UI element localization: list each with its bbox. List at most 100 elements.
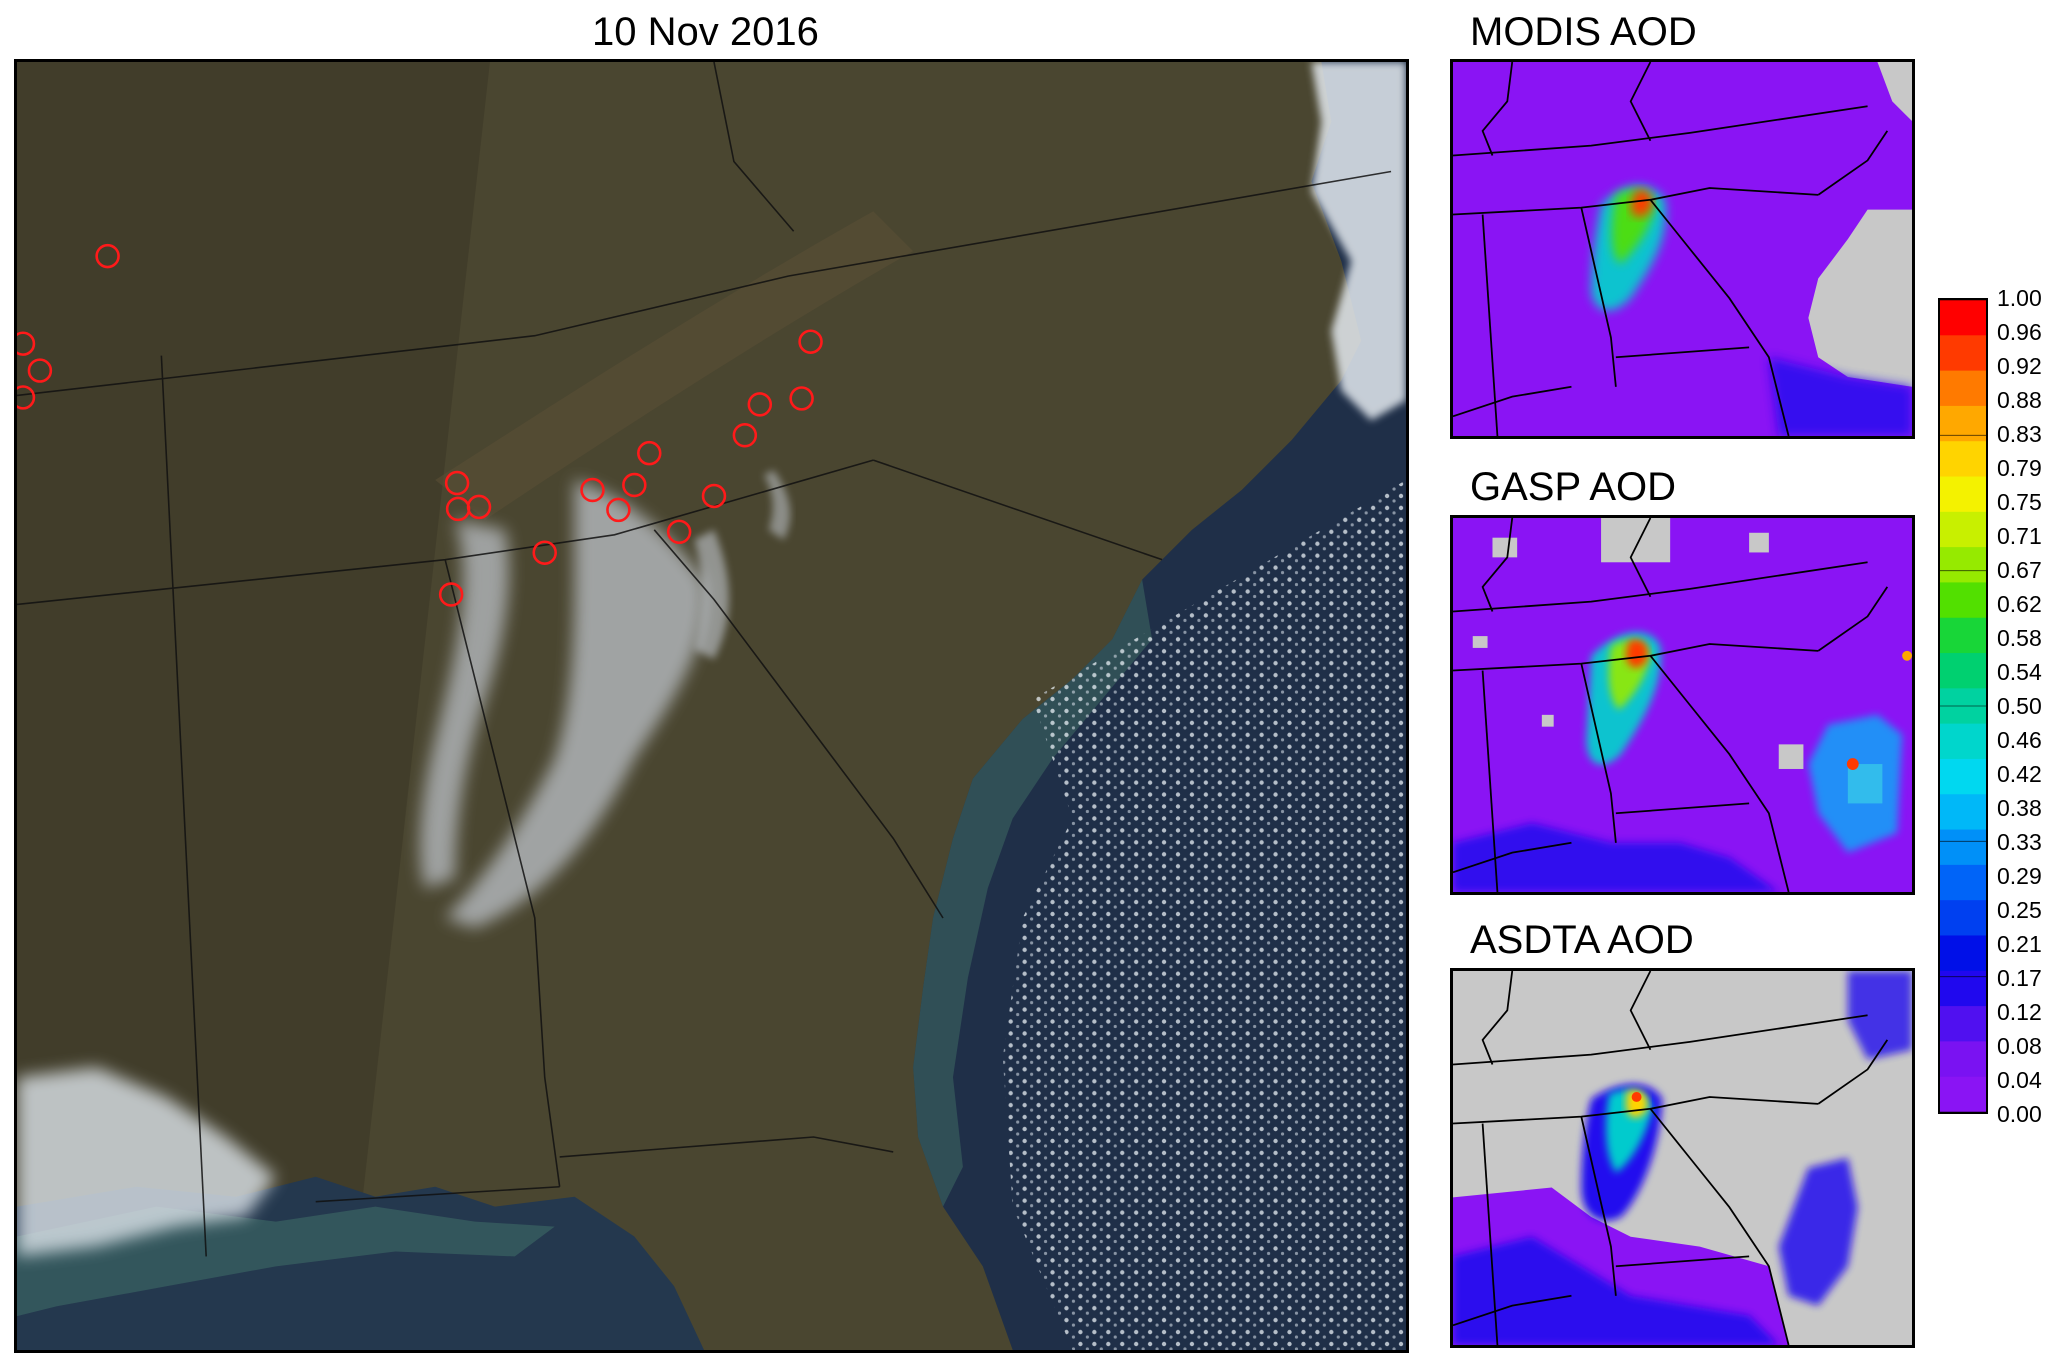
colorbar-segment xyxy=(1940,900,1986,937)
no-data-region xyxy=(1808,209,1912,387)
colorbar-tick-label: 0.46 xyxy=(1997,727,2042,753)
colorbar-segment xyxy=(1940,758,1986,795)
fire-marker xyxy=(798,329,823,354)
colorbar-tick-label: 0.33 xyxy=(1997,829,2042,855)
colorbar-segment xyxy=(1940,370,1986,407)
colorbar-segment xyxy=(1940,511,1986,548)
aod-east-region xyxy=(1778,1158,1858,1306)
cloud-streets xyxy=(1002,480,1406,1350)
gasp-panel-title: GASP AOD xyxy=(1470,465,1677,509)
atlantic-coastal-water xyxy=(913,579,1153,1207)
colorbar-tick-label: 0.17 xyxy=(1997,965,2042,991)
colorbar-segment xyxy=(1940,441,1986,478)
colorbar-tick-label: 0.79 xyxy=(1997,455,2042,481)
fire-marker xyxy=(444,470,470,496)
colorbar-tick-label: 0.50 xyxy=(1997,693,2042,719)
colorbar-segment xyxy=(1940,617,1986,654)
main-map-title: 10 Nov 2016 xyxy=(592,10,819,54)
aod-hotspot xyxy=(1631,1092,1642,1102)
aod-east-plume xyxy=(1808,714,1903,853)
gasp-aod-svg xyxy=(1453,518,1912,892)
aod-ne-region xyxy=(1847,971,1912,1060)
colorbar-tick-label: 0.62 xyxy=(1997,591,2042,617)
colorbar-tick-label: 0.29 xyxy=(1997,863,2042,889)
colorbar-segment xyxy=(1940,653,1986,689)
colorbar-tick-label: 0.08 xyxy=(1997,1033,2042,1059)
fire-marker xyxy=(701,483,727,509)
satellite-map-svg xyxy=(17,62,1406,1350)
colorbar-tick-label: 0.42 xyxy=(1997,761,2042,787)
colorbar-tick-label: 0.12 xyxy=(1997,999,2042,1025)
colorbar-tick-label: 0.96 xyxy=(1997,319,2042,345)
northeast-clouds xyxy=(1311,62,1406,421)
colorbar-tick-label: 1.00 xyxy=(1997,285,2042,311)
fire-marker xyxy=(532,540,557,565)
smoke-plume-west xyxy=(420,519,509,889)
southwest-clouds xyxy=(17,1067,276,1257)
colorbar-segment xyxy=(1940,476,1986,513)
state-boundaries xyxy=(17,62,1392,1257)
colorbar-tick-label: 0.67 xyxy=(1997,557,2042,583)
colorbar-segment xyxy=(1940,335,1986,372)
fire-marker xyxy=(27,358,53,383)
modis-panel-title: MODIS AOD xyxy=(1470,10,1697,54)
colorbar-segment xyxy=(1940,970,1986,1007)
aod-coast-blue xyxy=(1768,357,1912,436)
fire-marker xyxy=(580,477,605,503)
colorbar-segment xyxy=(1940,794,1986,831)
colorbar-segment xyxy=(1940,582,1986,619)
colorbar-tick-label: 0.83 xyxy=(1997,421,2042,447)
colorbar-tick-label: 0.75 xyxy=(1997,489,2042,515)
colorbar-tick-label: 0.92 xyxy=(1997,353,2042,379)
fire-marker xyxy=(466,494,492,520)
fire-marker xyxy=(666,519,692,545)
smoke-plume-central xyxy=(445,480,706,928)
colorbar-segment xyxy=(1940,1076,1986,1112)
appalachian-ridges xyxy=(435,211,914,520)
colorbar-tick-label: 0.00 xyxy=(1997,1101,2042,1127)
colorbar-segment xyxy=(1940,1041,1986,1078)
fire-marker xyxy=(438,582,464,607)
aod-colorbar-svg xyxy=(1940,300,1986,1112)
fire-markers xyxy=(17,243,823,607)
colorbar-segment xyxy=(1940,829,1986,866)
state-boundaries xyxy=(1453,971,1889,1345)
aod-plume-high xyxy=(1625,639,1648,668)
aod-hotspot xyxy=(1902,650,1912,661)
colorbar-tick-label: 0.38 xyxy=(1997,795,2042,821)
colorbar-tick-label: 0.71 xyxy=(1997,523,2042,549)
colorbar-segment xyxy=(1940,723,1986,760)
aod-noise-blue xyxy=(1453,823,1779,892)
colorbar-tick-label: 0.54 xyxy=(1997,659,2042,685)
colorbar-segment xyxy=(1940,864,1986,901)
fire-marker xyxy=(17,385,36,410)
colorbar-tick-label: 0.88 xyxy=(1997,387,2042,413)
fire-marker xyxy=(789,386,814,411)
colorbar-segment xyxy=(1940,405,1986,442)
satellite-true-color-map xyxy=(14,59,1409,1353)
state-boundaries xyxy=(1453,62,1889,436)
asdta-aod-svg xyxy=(1453,971,1912,1345)
fire-marker xyxy=(747,392,773,417)
colorbar-segment xyxy=(1940,547,1986,584)
aod-colorbar xyxy=(1938,298,1988,1114)
fire-marker xyxy=(606,497,631,523)
smoke-plume-east xyxy=(694,529,729,660)
asdta-aod-map xyxy=(1450,968,1915,1348)
modis-aod-map xyxy=(1450,59,1915,439)
aod-hotspot xyxy=(1846,758,1859,770)
no-data-region xyxy=(1877,62,1912,122)
fire-marker xyxy=(622,472,647,498)
colorbar-segment xyxy=(1940,935,1986,972)
dark-swath xyxy=(17,62,490,1350)
gasp-aod-map xyxy=(1450,515,1915,895)
smoke-plume-north xyxy=(763,470,791,540)
coastal-sediment xyxy=(17,1206,555,1317)
fire-marker xyxy=(95,243,120,269)
fire-marker xyxy=(732,423,758,448)
colorbar-tick-label: 0.04 xyxy=(1997,1067,2042,1093)
modis-aod-svg xyxy=(1453,62,1912,436)
colorbar-tick-label: 0.58 xyxy=(1997,625,2042,651)
state-boundaries xyxy=(1453,518,1889,892)
colorbar-tick-label: 0.25 xyxy=(1997,897,2042,923)
